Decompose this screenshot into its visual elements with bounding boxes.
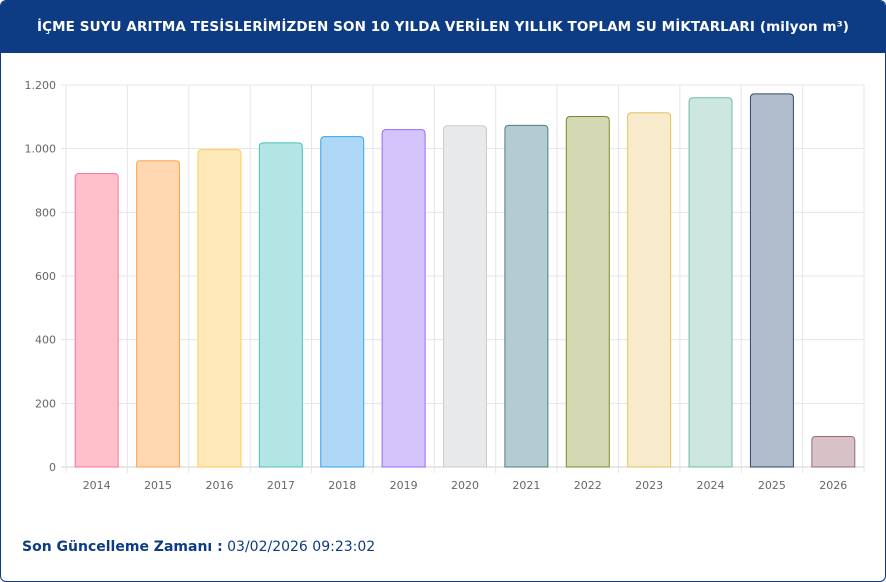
bar-2015[interactable] <box>136 160 181 468</box>
x-tick-label: 2020 <box>451 479 479 492</box>
y-tick-label: 600 <box>35 270 56 283</box>
bar-2020[interactable] <box>443 125 487 468</box>
last-updated-label: Son Güncelleme Zamanı : <box>22 539 223 555</box>
bar-2024[interactable] <box>688 97 733 468</box>
y-axis-ticks: 0 200 400 600 800 1.000 1.200 <box>25 79 57 474</box>
last-updated-value: 03/02/2026 09:23:02 <box>227 539 376 555</box>
bar-2019[interactable] <box>381 129 426 468</box>
x-tick-label: 2014 <box>83 479 111 492</box>
x-tick-label: 2021 <box>512 479 540 492</box>
bar-2016[interactable] <box>197 149 242 468</box>
chart-title: İÇME SUYU ARITMA TESİSLERİMİZDEN SON 10 … <box>1 1 885 53</box>
bars <box>74 93 856 468</box>
bar-2026[interactable] <box>811 435 856 468</box>
bar-2022[interactable] <box>565 116 610 468</box>
y-tick-label: 1.000 <box>25 143 57 156</box>
x-axis-ticks: 2014 2015 2016 2017 2018 2019 2020 2021 2022 2023… <box>83 479 848 492</box>
x-tick-label: 2016 <box>205 479 233 492</box>
x-tick-label: 2026 <box>819 479 847 492</box>
last-updated: Son Güncelleme Zamanı : 03/02/2026 09:23… <box>22 539 375 555</box>
bar-2025[interactable] <box>749 93 794 468</box>
x-tick-label: 2019 <box>390 479 418 492</box>
bar-2018[interactable] <box>320 136 365 468</box>
bar-2014[interactable] <box>74 172 119 468</box>
x-tick-label: 2018 <box>328 479 356 492</box>
bar-chart: 0 200 400 600 800 1.000 1.200 2014 2015 2016 2017… <box>25 79 865 492</box>
x-tick-label: 2024 <box>697 479 725 492</box>
y-tick-label: 0 <box>49 461 56 474</box>
y-tick-label: 200 <box>35 397 56 410</box>
y-tick-label: 400 <box>35 334 56 347</box>
bar-2023[interactable] <box>627 112 672 468</box>
x-tick-label: 2022 <box>574 479 602 492</box>
bar-2021[interactable] <box>504 124 549 468</box>
x-tick-label: 2023 <box>635 479 663 492</box>
x-tick-label: 2017 <box>267 479 295 492</box>
bar-2017[interactable] <box>258 142 303 468</box>
y-tick-label: 1.200 <box>25 79 57 92</box>
x-tick-label: 2025 <box>758 479 786 492</box>
y-tick-label: 800 <box>35 206 56 219</box>
x-tick-label: 2015 <box>144 479 172 492</box>
